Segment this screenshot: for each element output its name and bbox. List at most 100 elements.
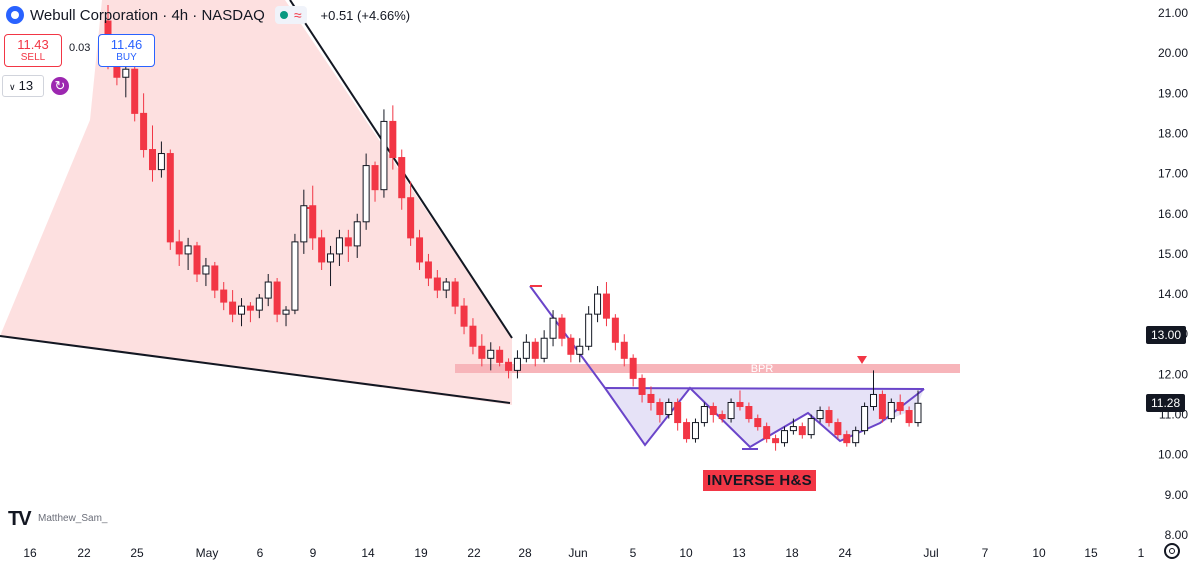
candle-down bbox=[416, 237, 424, 263]
candle-up bbox=[700, 406, 708, 424]
price-axis-tick: 21.00 bbox=[1158, 6, 1188, 20]
candle-up bbox=[380, 120, 388, 191]
candle-down bbox=[460, 305, 468, 327]
candle-up bbox=[282, 309, 290, 315]
inverse-hs-pattern-fill bbox=[605, 388, 924, 447]
time-axis-tick: 1 bbox=[1138, 546, 1145, 560]
candle-down bbox=[344, 237, 352, 247]
delayed-data-icon: ≈ bbox=[293, 7, 302, 23]
candle-down bbox=[451, 281, 459, 307]
candle-down bbox=[656, 401, 664, 416]
candle-up bbox=[487, 349, 495, 359]
time-axis-tick: 7 bbox=[982, 546, 989, 560]
candle-down bbox=[602, 293, 610, 319]
candle-down bbox=[166, 153, 174, 243]
candle-down bbox=[647, 393, 655, 403]
sell-price: 11.43 bbox=[17, 37, 49, 52]
candle-down bbox=[718, 414, 726, 420]
market-status-pill[interactable]: ≈ bbox=[274, 6, 307, 24]
time-axis-tick: May bbox=[196, 546, 219, 560]
candle-down bbox=[273, 281, 281, 315]
candle-up bbox=[300, 205, 308, 243]
price-axis-tick: 15.00 bbox=[1158, 247, 1188, 261]
sync-icon[interactable]: ↻ bbox=[51, 77, 69, 95]
candle-down bbox=[754, 418, 762, 428]
candle-up bbox=[852, 430, 860, 444]
settings-icon[interactable] bbox=[1164, 543, 1180, 559]
wedge-lower-line bbox=[0, 335, 511, 404]
indicator-count-dropdown[interactable]: ∨ 13 bbox=[2, 75, 44, 97]
time-axis-tick: 16 bbox=[23, 546, 37, 560]
buy-button[interactable]: 11.46 BUY bbox=[98, 34, 155, 67]
price-axis-tick: 18.00 bbox=[1158, 126, 1188, 140]
candle-down bbox=[798, 426, 806, 436]
candle-down bbox=[709, 406, 717, 416]
sell-button[interactable]: 11.43 SELL bbox=[4, 34, 62, 67]
candle-down bbox=[825, 410, 833, 424]
candle-down bbox=[736, 401, 744, 408]
tradingview-logo-icon: TV bbox=[8, 508, 32, 530]
time-axis-tick: 25 bbox=[130, 546, 144, 560]
candle-up bbox=[157, 153, 165, 171]
candle-down bbox=[424, 261, 432, 279]
candle-up bbox=[869, 393, 877, 408]
candle-up bbox=[202, 265, 210, 275]
price-axis-tick: 9.00 bbox=[1165, 488, 1189, 502]
price-axis: 21.00 20.00 19.00 18.00 17.00 16.00 15.00 14.00… bbox=[1158, 6, 1188, 542]
candle-down bbox=[478, 345, 486, 359]
price-axis-tick: 17.00 bbox=[1158, 167, 1188, 181]
candle-up bbox=[540, 337, 548, 359]
time-axis-tick: 6 bbox=[257, 546, 264, 560]
time-axis-tick: 19 bbox=[414, 546, 428, 560]
market-open-icon bbox=[279, 11, 288, 19]
symbol-title[interactable]: Webull Corporation · 4h · NASDAQ bbox=[30, 6, 265, 24]
candle-up bbox=[522, 341, 530, 359]
time-axis-tick: 13 bbox=[732, 546, 746, 560]
time-axis-tick: Jun bbox=[568, 546, 587, 560]
time-axis-tick: 18 bbox=[785, 546, 799, 560]
price-change: +0.51 (+4.66%) bbox=[320, 7, 411, 23]
price-axis-tick: 16.00 bbox=[1158, 207, 1188, 221]
candle-down bbox=[407, 197, 415, 239]
candle-down bbox=[389, 120, 397, 159]
candle-down bbox=[140, 112, 148, 151]
inverse-hs-neckline bbox=[604, 387, 925, 390]
candle-down bbox=[683, 422, 691, 440]
candle-down bbox=[567, 337, 575, 355]
candle-down bbox=[229, 301, 237, 315]
candle-up bbox=[442, 281, 450, 291]
candle-down bbox=[469, 325, 477, 347]
time-axis-tick: 15 bbox=[1084, 546, 1098, 560]
candle-down bbox=[638, 377, 646, 395]
candle-down bbox=[531, 341, 539, 359]
time-axis: 16 22 25 May 6 9 14 19 22 28 Jun 5 10 13 18 24 Jul 7 10 15 1 bbox=[23, 546, 1144, 560]
candle-up bbox=[665, 401, 673, 416]
candle-up bbox=[780, 430, 788, 444]
candle-down bbox=[131, 68, 139, 114]
buy-label: BUY bbox=[116, 52, 137, 63]
candle-down bbox=[496, 349, 504, 363]
symbol-logo-icon bbox=[6, 6, 24, 24]
candle-down bbox=[149, 149, 157, 171]
falling-wedge-fill bbox=[0, 0, 512, 405]
candle-down bbox=[905, 410, 913, 424]
time-axis-tick: 10 bbox=[679, 546, 693, 560]
time-axis-tick: 5 bbox=[630, 546, 637, 560]
buy-price: 11.46 bbox=[110, 37, 143, 52]
candle-up bbox=[513, 357, 521, 371]
candle-down bbox=[763, 426, 771, 440]
time-axis-tick: 9 bbox=[310, 546, 317, 560]
candle-up bbox=[807, 418, 815, 436]
candle-up bbox=[353, 221, 361, 247]
candle-down bbox=[433, 277, 441, 291]
last-price-badge: 11.28 bbox=[1146, 394, 1186, 412]
inverse-hs-label: INVERSE H&S bbox=[703, 470, 816, 491]
candle-down bbox=[896, 401, 904, 412]
candle-down bbox=[220, 289, 228, 303]
candle-down bbox=[246, 305, 254, 311]
candle-down bbox=[371, 165, 379, 191]
time-axis-tick: Jul bbox=[923, 546, 938, 560]
candle-down bbox=[505, 361, 513, 371]
time-axis-tick: 22 bbox=[77, 546, 91, 560]
